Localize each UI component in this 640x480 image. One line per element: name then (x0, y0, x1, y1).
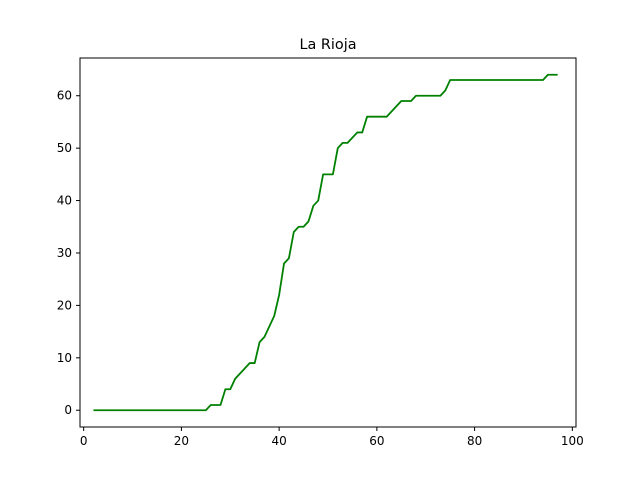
x-tick-label: 80 (467, 434, 482, 448)
x-tick-label: 100 (561, 434, 584, 448)
y-tick-label: 30 (57, 246, 72, 260)
x-tick-label: 0 (80, 434, 88, 448)
x-tick-label: 60 (369, 434, 384, 448)
y-tick-label: 10 (57, 351, 72, 365)
chart-title: La Rioja (299, 37, 356, 53)
y-tick-label: 60 (57, 89, 72, 103)
series-line-0 (93, 73, 558, 412)
y-tick-label: 40 (57, 194, 72, 208)
y-tick-label: 50 (57, 141, 72, 155)
plot-area: 0 20 40 60 80 100 0 10 20 30 40 50 60 (57, 57, 584, 448)
axes-frame (79, 57, 577, 428)
x-tick-label: 40 (271, 434, 286, 448)
y-tick-label: 0 (64, 403, 72, 417)
y-tick-label: 20 (57, 298, 72, 312)
x-tick-label: 20 (174, 434, 189, 448)
